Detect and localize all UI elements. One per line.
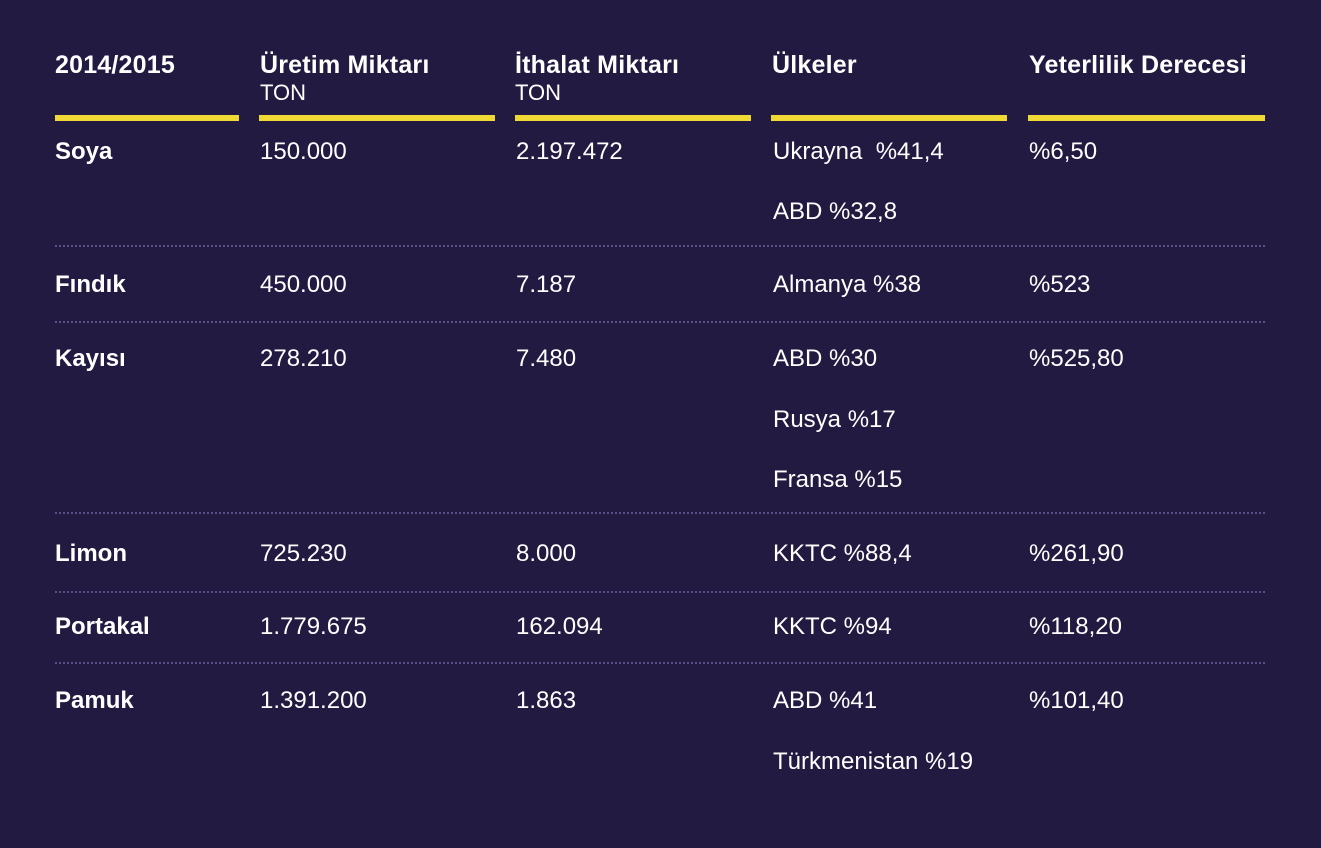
row-soya-production: 150.000 <box>260 138 347 165</box>
header-import-title: İthalat Miktarı <box>515 51 680 79</box>
header-year-title: 2014/2015 <box>55 51 175 79</box>
header-underline-sufficiency <box>1028 115 1265 121</box>
row-pamuk-country-1: ABD %41 <box>773 687 878 714</box>
row-portakal-country-1: KKTC %94 <box>773 613 892 640</box>
header-sufficiency: Yeterlilik Derecesi <box>1029 50 1247 80</box>
row-pamuk-import: 1.863 <box>516 687 577 714</box>
row-soya-country-2: ABD %32,8 <box>773 198 898 225</box>
row-kayisi-country-3: Fransa %15 <box>773 466 903 493</box>
row-pamuk-country-2: Türkmenistan %19 <box>773 748 974 775</box>
row-pamuk-production: 1.391.200 <box>260 687 367 714</box>
row-portakal-sufficiency: %118,20 <box>1029 613 1122 640</box>
header-underline-import <box>515 115 751 121</box>
row-limon-import: 8.000 <box>516 540 577 567</box>
row-findik-country-1: Almanya %38 <box>773 271 922 298</box>
row-findik-production: 450.000 <box>260 271 347 298</box>
row-findik-sufficiency: %523 <box>1029 271 1091 298</box>
row-soya-country-1: Ukrayna %41,4 <box>773 138 944 165</box>
row-portakal-product: Portakal <box>55 613 150 640</box>
row-soya-product: Soya <box>55 138 113 165</box>
row-soya-sufficiency: %6,50 <box>1029 138 1098 165</box>
row-limon-sufficiency: %261,90 <box>1029 540 1124 567</box>
row-separator <box>55 512 1265 514</box>
header-year: 2014/2015 <box>55 50 175 80</box>
header-production-title: Üretim Miktarı <box>260 51 430 79</box>
row-soya-import: 2.197.472 <box>516 138 623 165</box>
row-kayisi-sufficiency: %525,80 <box>1029 345 1124 372</box>
header-underline-year <box>55 115 239 121</box>
header-underline-production <box>259 115 495 121</box>
row-kayisi-import: 7.480 <box>516 345 577 372</box>
row-limon-production: 725.230 <box>260 540 347 567</box>
row-separator <box>55 321 1265 323</box>
row-pamuk-product: Pamuk <box>55 687 134 714</box>
row-kayisi-country-2: Rusya %17 <box>773 406 896 433</box>
row-separator <box>55 662 1265 664</box>
row-separator <box>55 245 1265 247</box>
header-production-unit: TON <box>260 80 307 105</box>
row-portakal-production: 1.779.675 <box>260 613 367 640</box>
header-production: Üretim Miktarı TON <box>260 50 430 106</box>
row-kayisi-production: 278.210 <box>260 345 347 372</box>
row-limon-country-1: KKTC %88,4 <box>773 540 912 567</box>
row-kayisi-product: Kayısı <box>55 345 126 372</box>
row-kayisi-country-1: ABD %30 <box>773 345 878 372</box>
header-countries: Ülkeler <box>772 50 857 80</box>
header-underline-countries <box>771 115 1007 121</box>
header-import: İthalat Miktarı TON <box>515 50 679 106</box>
header-import-unit: TON <box>515 80 562 105</box>
row-pamuk-sufficiency: %101,40 <box>1029 687 1124 714</box>
row-findik-import: 7.187 <box>516 271 577 298</box>
row-limon-product: Limon <box>55 540 127 567</box>
row-findik-product: Fındık <box>55 271 126 298</box>
row-portakal-import: 162.094 <box>516 613 603 640</box>
header-sufficiency-title: Yeterlilik Derecesi <box>1029 51 1247 79</box>
header-countries-title: Ülkeler <box>772 51 857 79</box>
row-separator <box>55 591 1265 593</box>
